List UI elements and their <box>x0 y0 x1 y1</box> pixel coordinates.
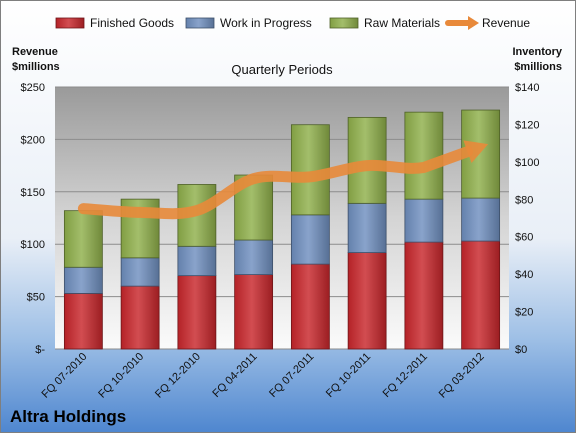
y-left-tick-label: $150 <box>21 187 45 199</box>
bar-raw-materials <box>404 111 444 200</box>
y-right-tick-label: $120 <box>515 119 539 131</box>
y-left-axis-title: $millions <box>12 61 60 73</box>
bar-work-in-progress <box>177 245 217 277</box>
legend-swatch-raw-materials <box>329 17 359 29</box>
y-left-axis-title: Revenue <box>12 46 58 58</box>
legend-swatch-work-in-progress <box>185 17 215 29</box>
bar-raw-materials <box>63 210 103 268</box>
bar-work-in-progress <box>63 266 103 294</box>
company-name: Altra Holdings <box>10 407 126 426</box>
bar-finished-goods <box>63 293 103 350</box>
legend-arrow-revenue <box>468 16 479 30</box>
y-right-axis-title: Inventory <box>512 46 562 58</box>
chart-subtitle: Quarterly Periods <box>231 62 333 77</box>
y-right-tick-label: $100 <box>515 157 539 169</box>
bar-finished-goods <box>404 241 444 350</box>
y-right-tick-label: $140 <box>515 82 539 94</box>
revenue-line <box>77 146 473 220</box>
legend-label: Finished Goods <box>90 16 174 30</box>
y-right-tick-label: $20 <box>515 307 533 319</box>
y-right-tick-label: $80 <box>515 194 533 206</box>
y-left-tick-label: $100 <box>21 239 45 251</box>
legend-swatch-finished-goods <box>55 17 85 29</box>
bar-finished-goods <box>234 274 274 350</box>
y-left-tick-label: $50 <box>27 292 45 304</box>
legend-label: Raw Materials <box>364 16 440 30</box>
legend-label: Revenue <box>482 16 530 30</box>
y-left-tick-label: $250 <box>21 82 45 94</box>
y-right-axis-title: $millions <box>514 61 562 73</box>
y-right-tick-label: $40 <box>515 269 533 281</box>
bar-finished-goods <box>120 285 160 350</box>
revenue-arrowhead <box>463 140 489 163</box>
y-left-tick-label: $- <box>35 344 45 356</box>
y-right-tick-label: $0 <box>515 344 527 356</box>
bar-work-in-progress <box>461 197 501 242</box>
bars <box>63 109 501 350</box>
bar-finished-goods <box>347 252 387 350</box>
bar-finished-goods <box>177 275 217 350</box>
bar-work-in-progress <box>404 198 444 243</box>
bar-work-in-progress <box>234 239 274 275</box>
bar-finished-goods <box>461 240 501 350</box>
bar-finished-goods <box>290 263 330 350</box>
legend-label: Work in Progress <box>220 16 312 30</box>
legend: Finished Goods Work in Progress Raw Materi… <box>55 16 530 30</box>
y-left-tick-label: $200 <box>21 134 45 146</box>
bar-work-in-progress <box>347 202 387 253</box>
y-right-tick-label: $60 <box>515 232 533 244</box>
bar-work-in-progress <box>290 214 330 265</box>
bar-work-in-progress <box>120 257 160 287</box>
